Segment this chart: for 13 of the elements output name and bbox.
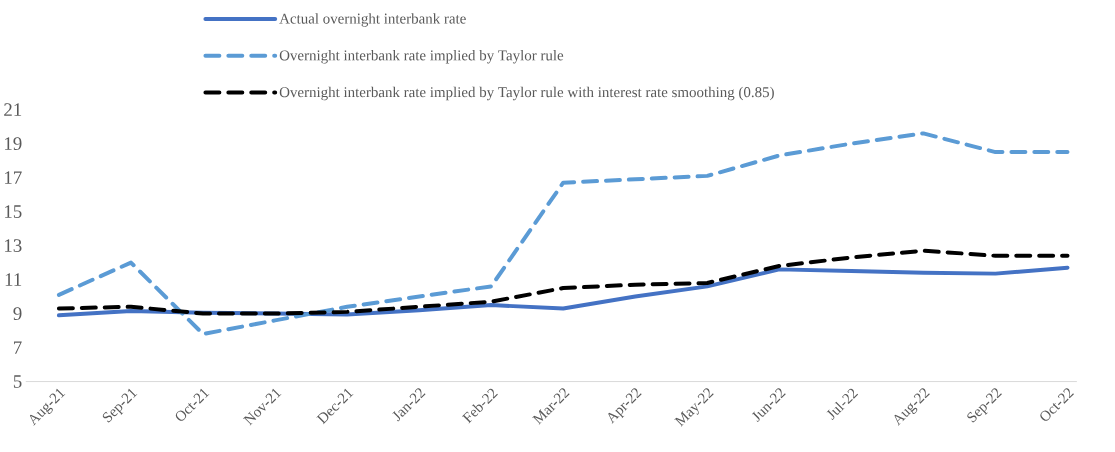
y-tick-label: 9 (13, 307, 22, 320)
legend-label: Overnight interbank rate implied by Taylor rule (279, 49, 564, 64)
y-tick-label: 5 (13, 375, 22, 388)
y-tick-label: 11 (5, 273, 22, 286)
y-tick-label: 13 (4, 239, 22, 252)
y-tick-label: 21 (4, 103, 22, 116)
legend-label: Actual overnight interbank rate (279, 12, 466, 27)
y-tick-label: 15 (4, 205, 22, 218)
y-tick-label: 7 (14, 341, 22, 354)
y-tick-label: 17 (4, 171, 22, 184)
legend-label: Overnight interbank rate implied by Taylor rule with interest rate smoothing (0.85) (279, 86, 774, 101)
y-tick-label: 19 (4, 137, 22, 150)
line-series (56, 248, 1070, 316)
